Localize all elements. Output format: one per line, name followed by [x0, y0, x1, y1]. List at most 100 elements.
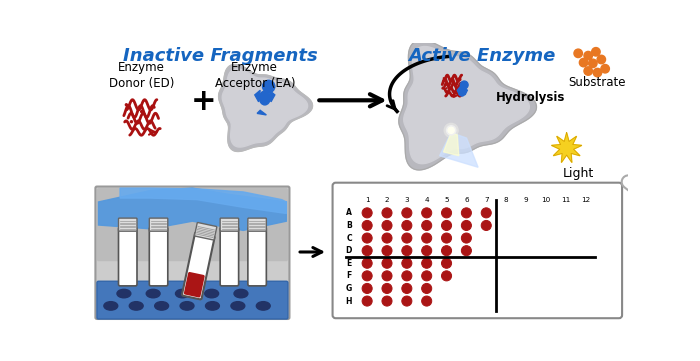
Text: 8: 8	[504, 196, 508, 203]
Circle shape	[597, 55, 606, 64]
Text: 6: 6	[464, 196, 469, 203]
Ellipse shape	[260, 91, 270, 105]
Circle shape	[382, 245, 392, 256]
Circle shape	[402, 296, 412, 306]
Circle shape	[382, 283, 392, 293]
Circle shape	[580, 233, 591, 243]
Circle shape	[442, 258, 452, 268]
Text: Light: Light	[563, 167, 594, 180]
Polygon shape	[444, 132, 459, 156]
Circle shape	[521, 245, 531, 256]
Circle shape	[125, 103, 128, 106]
Text: 5: 5	[444, 196, 449, 203]
Circle shape	[421, 258, 432, 268]
Circle shape	[521, 258, 531, 268]
Circle shape	[461, 245, 471, 256]
Circle shape	[448, 127, 454, 134]
Ellipse shape	[256, 302, 270, 310]
Ellipse shape	[234, 289, 248, 298]
Circle shape	[442, 77, 444, 79]
Polygon shape	[404, 47, 529, 164]
Circle shape	[501, 283, 511, 293]
Circle shape	[442, 208, 452, 218]
Circle shape	[140, 110, 143, 113]
Circle shape	[402, 208, 412, 218]
Ellipse shape	[104, 302, 118, 310]
Circle shape	[421, 233, 432, 243]
Circle shape	[461, 296, 471, 306]
Circle shape	[481, 258, 491, 268]
Text: Active Enzyme: Active Enzyme	[408, 47, 556, 65]
Circle shape	[580, 58, 588, 67]
Circle shape	[593, 68, 602, 77]
Text: Enzyme
Acceptor (EA): Enzyme Acceptor (EA)	[214, 61, 295, 90]
Text: H: H	[345, 296, 352, 305]
Circle shape	[362, 233, 372, 243]
Text: G: G	[346, 284, 352, 293]
Text: E: E	[346, 259, 352, 268]
FancyBboxPatch shape	[248, 227, 266, 286]
Circle shape	[541, 221, 551, 231]
Circle shape	[541, 296, 551, 306]
Circle shape	[442, 233, 452, 243]
Text: A: A	[346, 208, 352, 217]
Text: 1: 1	[365, 196, 370, 203]
Circle shape	[362, 221, 372, 231]
Circle shape	[362, 245, 372, 256]
Circle shape	[382, 296, 392, 306]
Text: F: F	[346, 271, 352, 280]
FancyBboxPatch shape	[182, 232, 215, 299]
Circle shape	[481, 296, 491, 306]
Circle shape	[421, 296, 432, 306]
Circle shape	[501, 233, 511, 243]
Circle shape	[446, 87, 448, 89]
Ellipse shape	[204, 289, 218, 298]
Circle shape	[584, 51, 592, 60]
Circle shape	[461, 283, 471, 293]
Circle shape	[561, 245, 570, 256]
Circle shape	[382, 221, 392, 231]
Text: 10: 10	[541, 196, 550, 203]
Circle shape	[501, 271, 511, 281]
Circle shape	[580, 208, 591, 218]
Circle shape	[382, 233, 392, 243]
Circle shape	[382, 258, 392, 268]
Text: 9: 9	[524, 196, 528, 203]
Circle shape	[421, 221, 432, 231]
FancyBboxPatch shape	[220, 227, 239, 286]
Circle shape	[262, 80, 275, 93]
Text: Inactive Fragments: Inactive Fragments	[122, 47, 318, 65]
Circle shape	[461, 81, 468, 89]
Circle shape	[501, 208, 511, 218]
Circle shape	[580, 245, 591, 256]
Polygon shape	[270, 90, 275, 102]
Circle shape	[402, 258, 412, 268]
Circle shape	[589, 59, 597, 68]
Text: 2: 2	[385, 196, 389, 203]
Polygon shape	[218, 65, 312, 152]
Circle shape	[541, 208, 551, 218]
Circle shape	[561, 208, 570, 218]
Ellipse shape	[146, 289, 160, 298]
Polygon shape	[399, 40, 536, 170]
Circle shape	[481, 283, 491, 293]
Circle shape	[481, 208, 491, 218]
Circle shape	[442, 271, 452, 281]
Circle shape	[461, 258, 471, 268]
FancyBboxPatch shape	[95, 187, 290, 319]
Circle shape	[561, 271, 570, 281]
Circle shape	[452, 81, 454, 83]
Ellipse shape	[231, 302, 245, 310]
Circle shape	[561, 283, 570, 293]
Circle shape	[541, 271, 551, 281]
Circle shape	[421, 245, 432, 256]
Circle shape	[442, 221, 452, 231]
Circle shape	[574, 49, 582, 57]
FancyBboxPatch shape	[149, 218, 168, 231]
Ellipse shape	[458, 88, 466, 96]
Ellipse shape	[117, 289, 131, 298]
Circle shape	[541, 258, 551, 268]
Circle shape	[362, 296, 372, 306]
Circle shape	[421, 208, 432, 218]
Circle shape	[421, 271, 432, 281]
